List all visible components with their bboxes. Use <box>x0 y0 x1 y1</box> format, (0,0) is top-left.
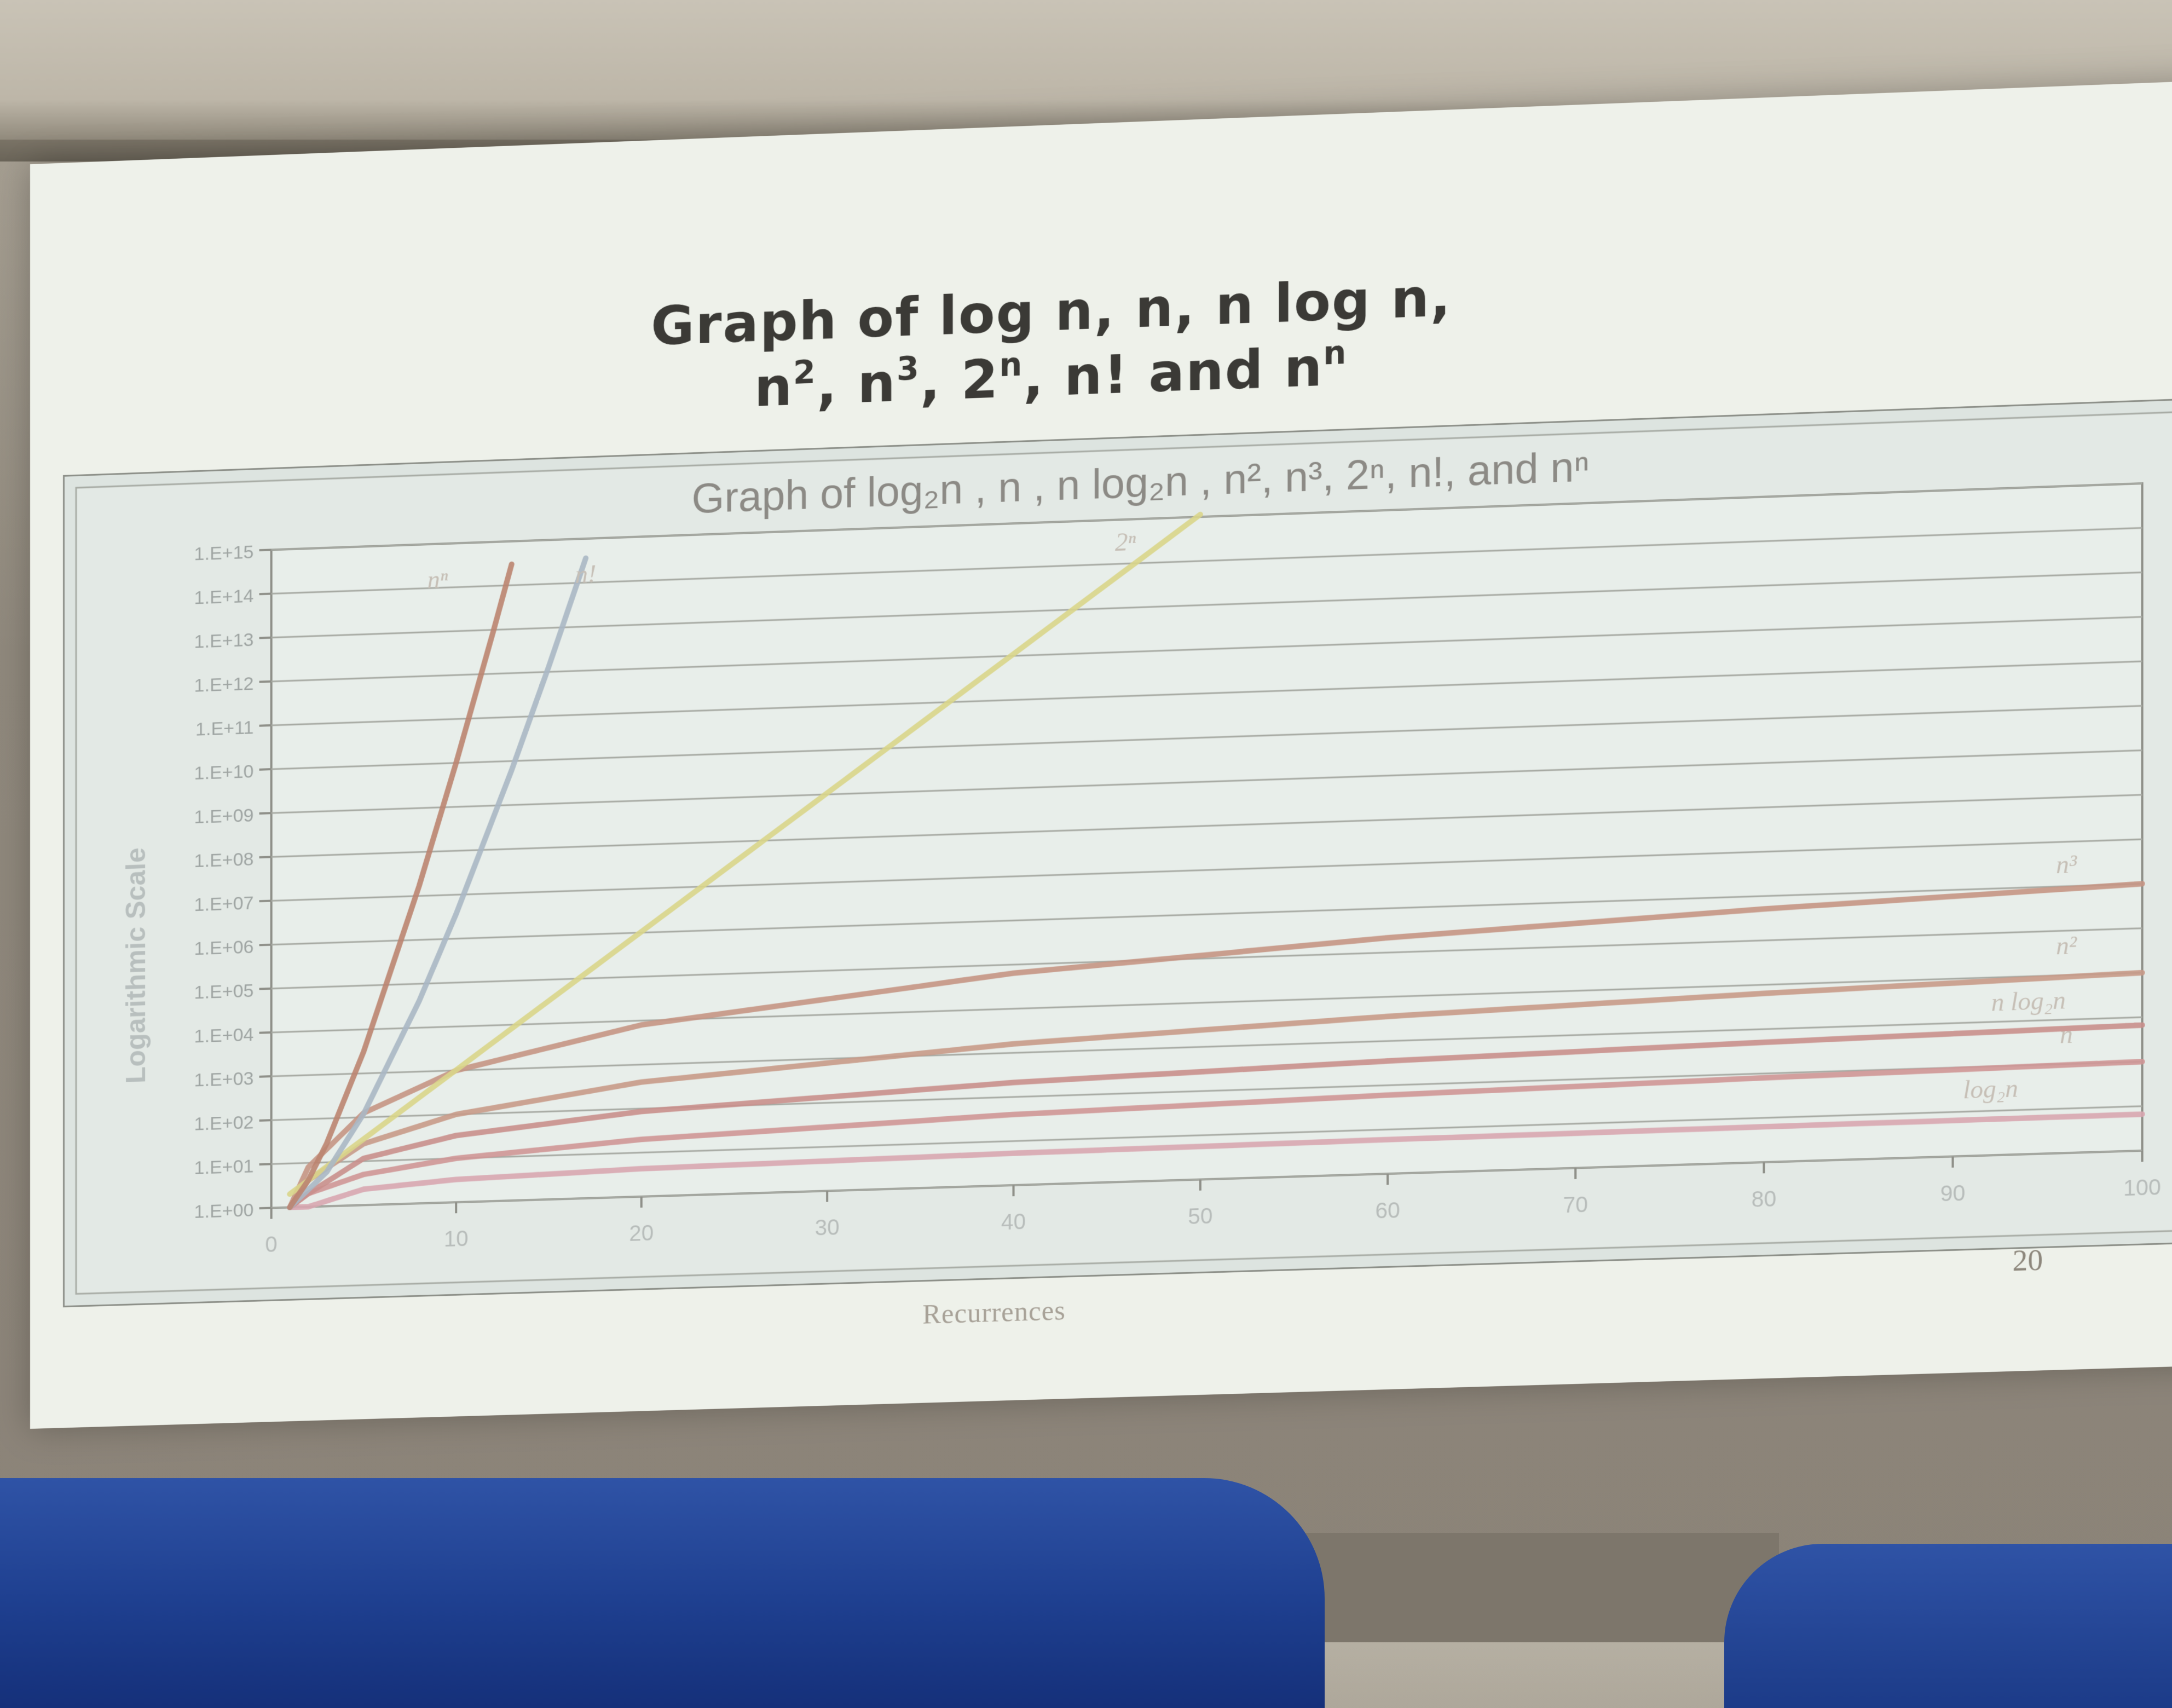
footer-page-number: 20 <box>2013 1243 2043 1278</box>
seat-back-left <box>0 1478 1325 1708</box>
curve-label: n <box>2060 1020 2073 1049</box>
x-tick-label: 0 <box>265 1232 277 1257</box>
presentation-slide: Graph of log n, n, n log n, n2, n3, 2n, … <box>30 80 2172 1429</box>
y-tick-label: 1.E+08 <box>194 849 254 872</box>
x-tick-label: 20 <box>629 1221 654 1246</box>
y-tick-label: 1.E+15 <box>194 541 254 564</box>
y-tick-label: 1.E+06 <box>194 937 254 960</box>
title-part: , n <box>817 352 897 417</box>
chart-svg: Graph of log₂n , n , n log₂n , n², n³, 2… <box>63 397 2172 1307</box>
curve-label: n log₂n <box>1991 985 2066 1016</box>
y-tick-mark <box>259 1120 272 1121</box>
title-part: , n! and n <box>1023 336 1323 409</box>
y-tick-mark <box>259 594 272 595</box>
y-tick-label: 1.E+13 <box>194 630 254 653</box>
title-sup: 2 <box>793 353 817 391</box>
floor-gap <box>1286 1533 1779 1642</box>
y-tick-label: 1.E+05 <box>194 980 254 1003</box>
title-sup: 3 <box>897 349 920 388</box>
chart-y-axis-label: Logarithmic Scale <box>120 847 151 1084</box>
title-sup: n <box>999 345 1023 384</box>
title-part: n <box>754 356 793 419</box>
y-tick-mark <box>259 1076 272 1077</box>
x-tick-label: 70 <box>1563 1192 1588 1217</box>
curve-label: nⁿ <box>428 565 448 593</box>
x-tick-label: 80 <box>1752 1187 1777 1212</box>
title-part: , 2 <box>920 348 1000 413</box>
chart-container: Graph of log₂n , n , n log₂n , n², n³, 2… <box>63 397 2172 1307</box>
x-tick-label: 10 <box>444 1227 469 1251</box>
curve-label: log₂n <box>1963 1074 2018 1104</box>
footer-course-name: Recurrences <box>922 1294 1066 1330</box>
x-tick-label: 40 <box>1001 1210 1026 1235</box>
y-tick-label: 1.E+04 <box>194 1024 254 1047</box>
curve-label: n³ <box>2056 850 2077 879</box>
y-tick-label: 1.E+11 <box>195 717 253 740</box>
curve-label: n! <box>575 559 597 588</box>
x-tick-label: 100 <box>2123 1175 2161 1201</box>
y-tick-mark <box>259 725 272 726</box>
y-tick-mark <box>259 1208 272 1209</box>
y-tick-label: 1.E+12 <box>194 673 254 696</box>
y-tick-label: 1.E+10 <box>194 761 254 784</box>
seat-back-right <box>1724 1544 2172 1708</box>
x-tick-label: 90 <box>1940 1181 1966 1206</box>
y-tick-label: 1.E+02 <box>194 1112 254 1134</box>
y-tick-label: 1.E+09 <box>194 805 254 828</box>
y-tick-label: 1.E+07 <box>194 893 254 916</box>
x-tick-label: 50 <box>1188 1204 1212 1229</box>
y-tick-label: 1.E+03 <box>194 1068 254 1090</box>
y-tick-mark <box>259 901 272 902</box>
y-tick-label: 1.E+14 <box>194 586 254 609</box>
curve-label: n² <box>2056 931 2077 960</box>
y-tick-label: 1.E+01 <box>194 1156 254 1178</box>
x-tick-label: 60 <box>1375 1198 1400 1224</box>
y-tick-label: 1.E+00 <box>194 1199 254 1222</box>
x-tick-label: 30 <box>815 1215 840 1240</box>
y-tick-mark <box>259 769 272 770</box>
y-tick-mark <box>259 1032 272 1033</box>
title-sup: n <box>1323 333 1347 372</box>
curve-label: 2ⁿ <box>1115 527 1136 556</box>
slide-title: Graph of log n, n, n log n, n2, n3, 2n, … <box>497 259 1608 430</box>
